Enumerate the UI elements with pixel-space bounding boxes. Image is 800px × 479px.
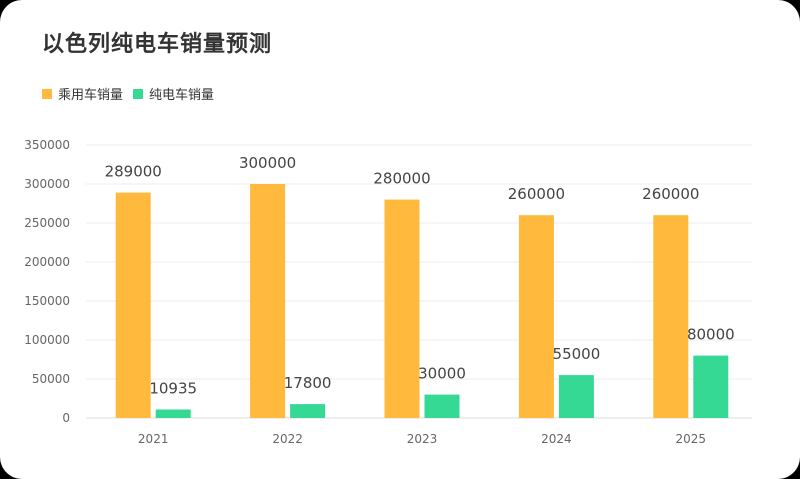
x-tick-label: 2024	[541, 432, 572, 446]
legend-swatch-ev	[133, 88, 144, 99]
x-tick-label: 2022	[272, 432, 303, 446]
y-tick-label: 150000	[24, 294, 70, 308]
bar-ev-2022[interactable]	[290, 404, 326, 418]
data-label: 260000	[642, 185, 699, 203]
bar-passenger-2025[interactable]	[653, 215, 689, 418]
bar-passenger-2022[interactable]	[250, 184, 286, 418]
data-label: 260000	[508, 185, 565, 203]
y-axis-ticks: 0 50000 100000 150000 200000 250000 300000 3500…	[24, 138, 70, 425]
y-tick-label: 0	[62, 411, 70, 425]
bar-ev-2024[interactable]	[558, 375, 594, 418]
bar-ev-2025[interactable]	[693, 355, 729, 418]
x-tick-label: 2025	[676, 432, 707, 446]
bar-passenger-2023[interactable]	[384, 199, 420, 418]
y-tick-label: 200000	[24, 255, 70, 269]
legend-item-ev[interactable]: 纯电车销量	[133, 84, 214, 103]
data-label: 30000	[418, 365, 466, 383]
bar-ev-2021[interactable]	[155, 409, 191, 418]
chart-title: 以色列纯电车销量预测	[42, 32, 273, 57]
data-label: 280000	[373, 170, 430, 188]
y-tick-label: 100000	[24, 333, 70, 347]
legend-swatch-passenger	[42, 88, 52, 99]
legend-label-ev: 纯电车销量	[149, 88, 215, 103]
data-label: 289000	[105, 163, 162, 181]
chart-legend: 乘用车销量 纯电车销量	[42, 84, 224, 103]
data-label: 80000	[687, 326, 735, 344]
x-tick-label: 2023	[407, 432, 438, 446]
x-tick-label: 2021	[138, 432, 169, 446]
legend-label-passenger: 乘用车销量	[58, 88, 124, 103]
y-tick-label: 300000	[24, 177, 70, 191]
bar-ev-2023[interactable]	[424, 394, 460, 418]
x-axis-ticks: 2021 2022 2023 2024 2025	[138, 432, 706, 446]
bars	[115, 184, 729, 418]
data-labels: 289000 10935 300000 17800 280000 30000 260000 5…	[105, 154, 735, 397]
y-tick-label: 350000	[24, 138, 70, 152]
data-label: 55000	[553, 345, 601, 363]
bar-passenger-2024[interactable]	[518, 215, 554, 418]
data-label: 300000	[239, 154, 296, 172]
y-tick-label: 50000	[32, 372, 70, 386]
legend-item-passenger[interactable]: 乘用车销量	[42, 84, 123, 103]
data-label: 17800	[284, 374, 332, 392]
bar-passenger-2021[interactable]	[115, 192, 151, 418]
data-label: 10935	[149, 379, 197, 397]
y-tick-label: 250000	[24, 216, 70, 230]
